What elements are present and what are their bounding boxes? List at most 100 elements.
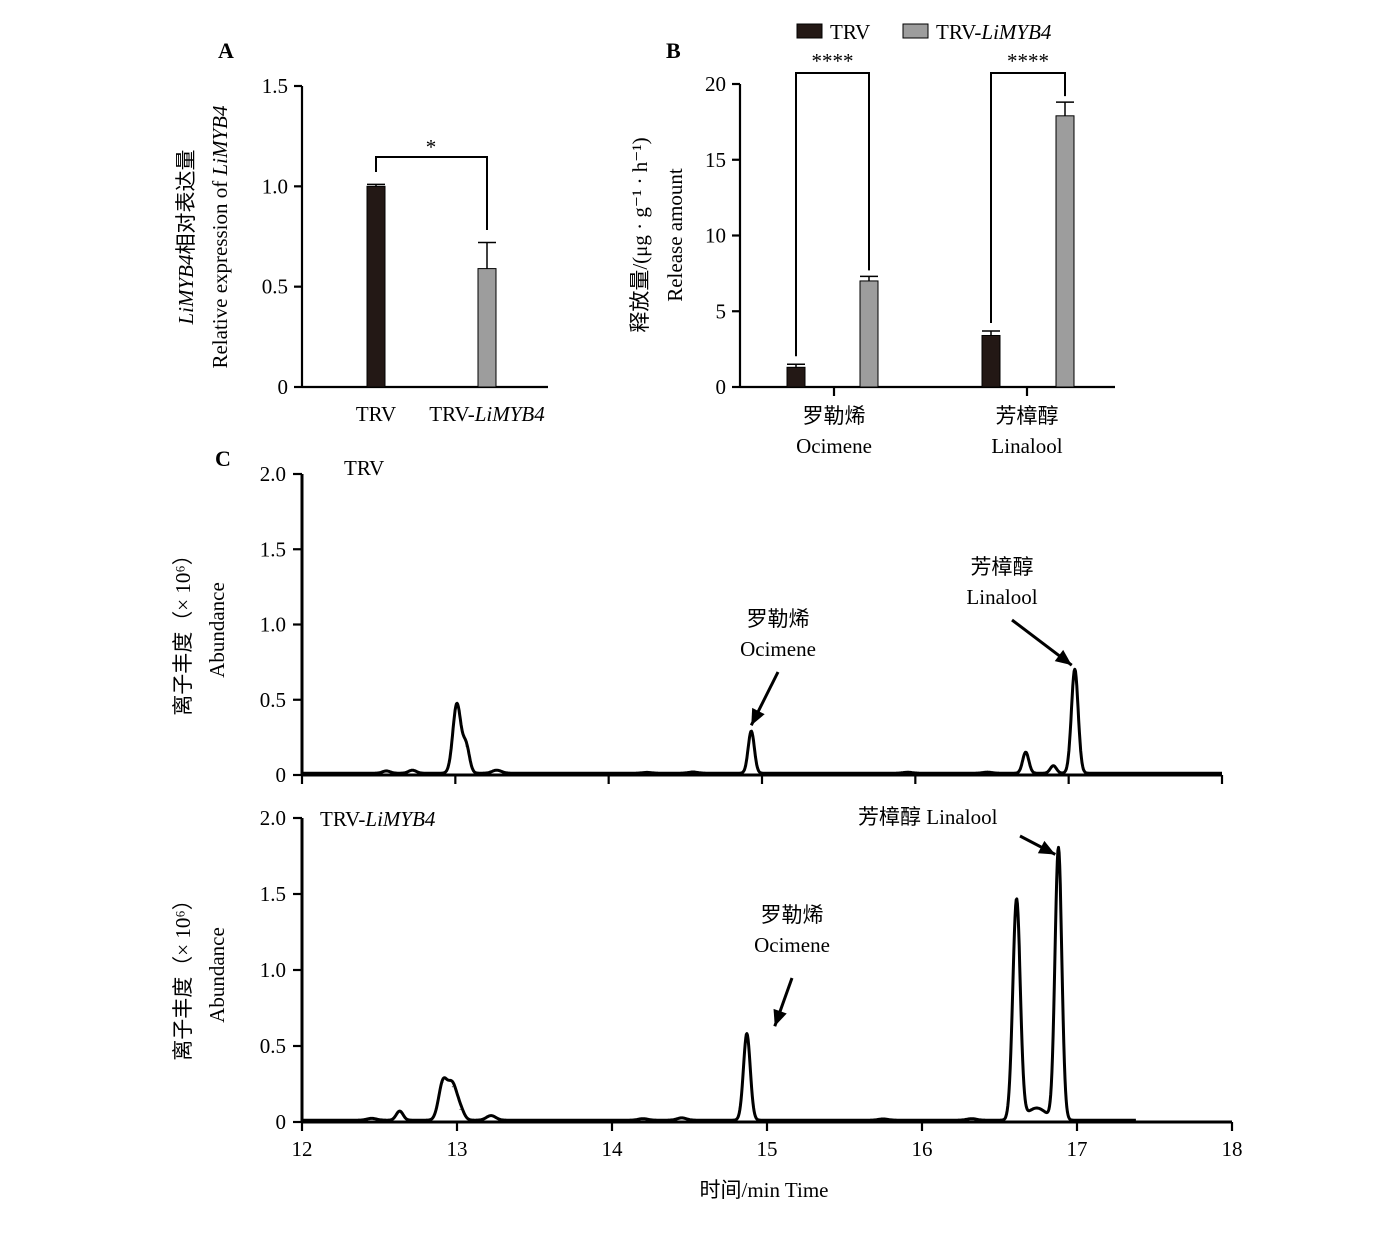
- chromatogram-trace: [301, 667, 1223, 775]
- chromatogram-title-part: TRV: [344, 456, 384, 480]
- category-label-part: TRV: [356, 402, 396, 426]
- panel-c-chromatogram-trv-limyb4: 0 0.5 1.0 1.5 2.0 12 13 14 15 16 17 18 TRV-LiMYB4 罗勒烯…: [171, 805, 1243, 1202]
- peak-point: [465, 745, 467, 747]
- legend-label: TRV: [830, 20, 870, 44]
- significance-marker: *: [426, 135, 437, 159]
- x-tick-label: 12: [292, 1137, 313, 1161]
- y-tick-label: 10: [705, 224, 726, 248]
- significance-bracket: [795, 72, 870, 357]
- category-label: 罗勒烯: [803, 404, 866, 428]
- x-axis-title: 时间/min Time: [700, 1178, 829, 1202]
- y-tick-label: 0.5: [262, 275, 288, 299]
- peak-point: [692, 771, 694, 773]
- x-tick-label: 16: [912, 1137, 933, 1161]
- y-tick-label: 5: [716, 299, 727, 323]
- legend-label-part: LiMYB4: [980, 20, 1052, 44]
- y-axis-title-cn: 释放量/(μg · g⁻¹ · h⁻¹): [628, 137, 652, 332]
- peak-point: [1057, 847, 1059, 849]
- y-tick-label: 1.0: [260, 613, 286, 637]
- peak-point: [681, 1117, 683, 1119]
- peak-annotation: Ocimene: [740, 637, 816, 661]
- y-tick-label: 0: [716, 375, 727, 399]
- category-label: Ocimene: [796, 434, 872, 458]
- y-tick-label: 0.5: [260, 1034, 286, 1058]
- y-tick-label: 1.0: [262, 174, 288, 198]
- peak-point: [399, 1110, 401, 1112]
- y-tick-label: 2.0: [260, 462, 286, 486]
- y-tick-label: 1.5: [260, 537, 286, 561]
- y-axis-title-en: Release amount: [663, 168, 687, 302]
- annotation-arrow-head: [751, 707, 765, 726]
- peak-point: [642, 1118, 644, 1120]
- peak-point: [746, 1033, 748, 1035]
- chromatogram-title-part: TRV-: [320, 807, 365, 831]
- peak-annotation: 芳樟醇 Linalool: [858, 805, 998, 829]
- y-tick-label: 0: [278, 375, 289, 399]
- peak-annotation: 罗勒烯: [747, 607, 810, 631]
- chromatogram-title: TRV-LiMYB4: [320, 807, 436, 831]
- y-axis-title-cn: 离子丰度（× 10⁶）: [171, 544, 195, 715]
- bar: [1055, 115, 1075, 388]
- category-label: TRV-LiMYB4: [429, 402, 545, 426]
- chromatogram-title-part: LiMYB4: [364, 807, 436, 831]
- peak-point: [1025, 751, 1027, 753]
- category-label: TRV: [356, 402, 396, 426]
- peak-point: [1052, 765, 1054, 767]
- x-tick-label: 17: [1067, 1137, 1088, 1161]
- y-axis-title-cn: 离子丰度（× 10⁶）: [171, 889, 195, 1060]
- y-axis-title-en: Relative expression of LiMYB4: [208, 105, 232, 369]
- bar: [859, 280, 879, 388]
- peak-point: [490, 1115, 492, 1117]
- y-tick-label: 0: [276, 763, 287, 787]
- y-tick-label: 1.5: [260, 882, 286, 906]
- x-tick-label: 15: [757, 1137, 778, 1161]
- annotation-arrow-head: [1037, 840, 1056, 855]
- x-tick-label: 18: [1222, 1137, 1243, 1161]
- y-axis-title-en: Abundance: [205, 582, 229, 678]
- peak-point: [882, 1118, 884, 1120]
- y-axis-title-cn-part: LiMYB4: [174, 254, 198, 326]
- category-label: Linalool: [991, 434, 1062, 458]
- chromatogram-title: TRV: [344, 456, 384, 480]
- panel-letter-b: B: [666, 38, 681, 63]
- panel-letter-c: C: [215, 446, 231, 471]
- peak-point: [411, 769, 413, 771]
- panel-b-bar-chart: 0 5 10 15 20 罗勒烯 Ocimene 芳樟醇 Linalool **** **** TRV…: [628, 20, 1115, 458]
- peak-point: [442, 1081, 444, 1083]
- legend-swatch: [902, 23, 929, 39]
- peak-point: [496, 769, 498, 771]
- y-axis-title-cn: LiMYB4相对表达量: [174, 149, 198, 325]
- peak-point: [646, 771, 648, 773]
- y-axis-title-cn-part: 相对表达量: [174, 149, 198, 254]
- category-label-part: LiMYB4: [474, 402, 546, 426]
- peak-point: [971, 1118, 973, 1120]
- peak-annotation: Ocimene: [754, 933, 830, 957]
- y-tick-label: 0: [276, 1110, 287, 1134]
- peak-point: [1036, 1107, 1038, 1109]
- bar: [477, 268, 497, 388]
- y-tick-label: 20: [705, 72, 726, 96]
- bar: [366, 185, 386, 388]
- annotation-arrow-head: [773, 1008, 787, 1027]
- chromatogram-trace: [301, 845, 1137, 1122]
- annotation-arrow-head: [1054, 649, 1072, 666]
- category-label-part: TRV-: [429, 402, 474, 426]
- x-tick-label: 14: [602, 1137, 624, 1161]
- peak-point: [456, 703, 458, 705]
- legend-swatch: [796, 23, 823, 39]
- peak-point: [385, 770, 387, 772]
- peak-annotation: Linalool: [966, 585, 1037, 609]
- peak-point: [986, 771, 988, 773]
- peak-annotation: 罗勒烯: [761, 903, 824, 927]
- significance-bracket: [375, 156, 488, 230]
- peak-point: [451, 1086, 453, 1088]
- category-label: 芳樟醇: [996, 404, 1059, 428]
- peak-point: [1016, 899, 1018, 901]
- legend-label: TRV-LiMYB4: [936, 20, 1052, 44]
- bar: [786, 366, 806, 388]
- peak-point: [750, 730, 752, 732]
- y-axis-title-en-part: Relative expression of: [208, 175, 232, 368]
- peak-point: [459, 1109, 461, 1111]
- y-axis-title-en-part: LiMYB4: [208, 105, 232, 177]
